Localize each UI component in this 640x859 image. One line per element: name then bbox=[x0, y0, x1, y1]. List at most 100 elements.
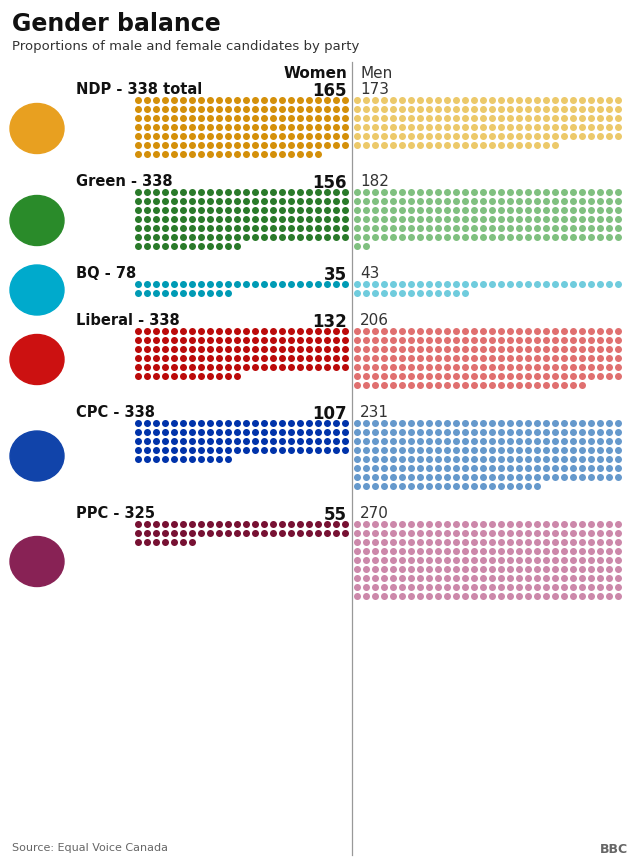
Circle shape bbox=[162, 328, 169, 335]
Circle shape bbox=[507, 566, 514, 573]
Circle shape bbox=[216, 115, 223, 122]
Circle shape bbox=[297, 225, 304, 232]
Text: 107: 107 bbox=[312, 405, 347, 423]
Circle shape bbox=[606, 207, 613, 214]
Circle shape bbox=[288, 530, 295, 537]
Circle shape bbox=[288, 189, 295, 196]
Circle shape bbox=[534, 557, 541, 564]
Circle shape bbox=[354, 566, 361, 573]
Circle shape bbox=[180, 106, 187, 113]
Circle shape bbox=[381, 530, 388, 537]
Circle shape bbox=[270, 106, 277, 113]
Circle shape bbox=[588, 216, 595, 223]
Circle shape bbox=[525, 474, 532, 481]
Circle shape bbox=[363, 207, 370, 214]
Circle shape bbox=[315, 355, 322, 362]
Circle shape bbox=[297, 420, 304, 427]
Circle shape bbox=[135, 290, 142, 297]
Circle shape bbox=[270, 133, 277, 140]
Circle shape bbox=[579, 575, 586, 582]
Circle shape bbox=[606, 447, 613, 454]
Circle shape bbox=[552, 548, 559, 555]
Circle shape bbox=[390, 364, 397, 371]
Circle shape bbox=[315, 216, 322, 223]
Circle shape bbox=[426, 382, 433, 389]
Circle shape bbox=[597, 373, 604, 380]
Circle shape bbox=[243, 151, 250, 158]
Circle shape bbox=[597, 456, 604, 463]
Circle shape bbox=[579, 115, 586, 122]
Circle shape bbox=[516, 483, 523, 490]
Circle shape bbox=[399, 328, 406, 335]
Circle shape bbox=[234, 106, 241, 113]
Circle shape bbox=[462, 337, 469, 344]
Circle shape bbox=[552, 115, 559, 122]
Circle shape bbox=[471, 474, 478, 481]
Circle shape bbox=[516, 420, 523, 427]
Circle shape bbox=[471, 465, 478, 472]
Circle shape bbox=[444, 207, 451, 214]
Circle shape bbox=[570, 225, 577, 232]
Circle shape bbox=[561, 189, 568, 196]
Circle shape bbox=[279, 216, 286, 223]
Circle shape bbox=[489, 142, 496, 149]
Circle shape bbox=[162, 133, 169, 140]
Circle shape bbox=[180, 420, 187, 427]
Circle shape bbox=[306, 355, 313, 362]
Circle shape bbox=[354, 124, 361, 131]
Circle shape bbox=[516, 328, 523, 335]
Circle shape bbox=[570, 346, 577, 353]
Circle shape bbox=[207, 530, 214, 537]
Circle shape bbox=[426, 364, 433, 371]
Circle shape bbox=[153, 530, 160, 537]
Circle shape bbox=[552, 234, 559, 241]
Circle shape bbox=[180, 337, 187, 344]
Circle shape bbox=[408, 465, 415, 472]
Circle shape bbox=[579, 456, 586, 463]
Circle shape bbox=[597, 447, 604, 454]
Circle shape bbox=[324, 521, 331, 528]
Circle shape bbox=[354, 483, 361, 490]
Circle shape bbox=[324, 216, 331, 223]
Circle shape bbox=[252, 97, 259, 104]
Circle shape bbox=[243, 364, 250, 371]
Circle shape bbox=[453, 198, 460, 205]
Circle shape bbox=[297, 124, 304, 131]
Circle shape bbox=[234, 364, 241, 371]
Circle shape bbox=[297, 97, 304, 104]
Circle shape bbox=[162, 97, 169, 104]
Circle shape bbox=[198, 373, 205, 380]
Circle shape bbox=[207, 521, 214, 528]
Circle shape bbox=[453, 474, 460, 481]
Circle shape bbox=[570, 234, 577, 241]
Circle shape bbox=[444, 548, 451, 555]
Circle shape bbox=[315, 447, 322, 454]
Circle shape bbox=[333, 142, 340, 149]
Circle shape bbox=[261, 429, 268, 436]
Circle shape bbox=[417, 474, 424, 481]
Circle shape bbox=[315, 337, 322, 344]
Circle shape bbox=[198, 337, 205, 344]
Circle shape bbox=[297, 234, 304, 241]
Circle shape bbox=[453, 281, 460, 288]
Circle shape bbox=[135, 151, 142, 158]
Circle shape bbox=[471, 456, 478, 463]
Circle shape bbox=[390, 198, 397, 205]
Circle shape bbox=[480, 539, 487, 546]
Circle shape bbox=[390, 290, 397, 297]
Circle shape bbox=[471, 530, 478, 537]
Circle shape bbox=[453, 225, 460, 232]
Circle shape bbox=[426, 124, 433, 131]
Circle shape bbox=[216, 243, 223, 250]
Circle shape bbox=[243, 281, 250, 288]
Circle shape bbox=[471, 124, 478, 131]
Circle shape bbox=[354, 198, 361, 205]
Circle shape bbox=[561, 465, 568, 472]
Circle shape bbox=[462, 133, 469, 140]
Circle shape bbox=[489, 281, 496, 288]
Circle shape bbox=[606, 438, 613, 445]
Circle shape bbox=[288, 207, 295, 214]
Circle shape bbox=[615, 420, 622, 427]
Circle shape bbox=[606, 234, 613, 241]
Circle shape bbox=[471, 337, 478, 344]
